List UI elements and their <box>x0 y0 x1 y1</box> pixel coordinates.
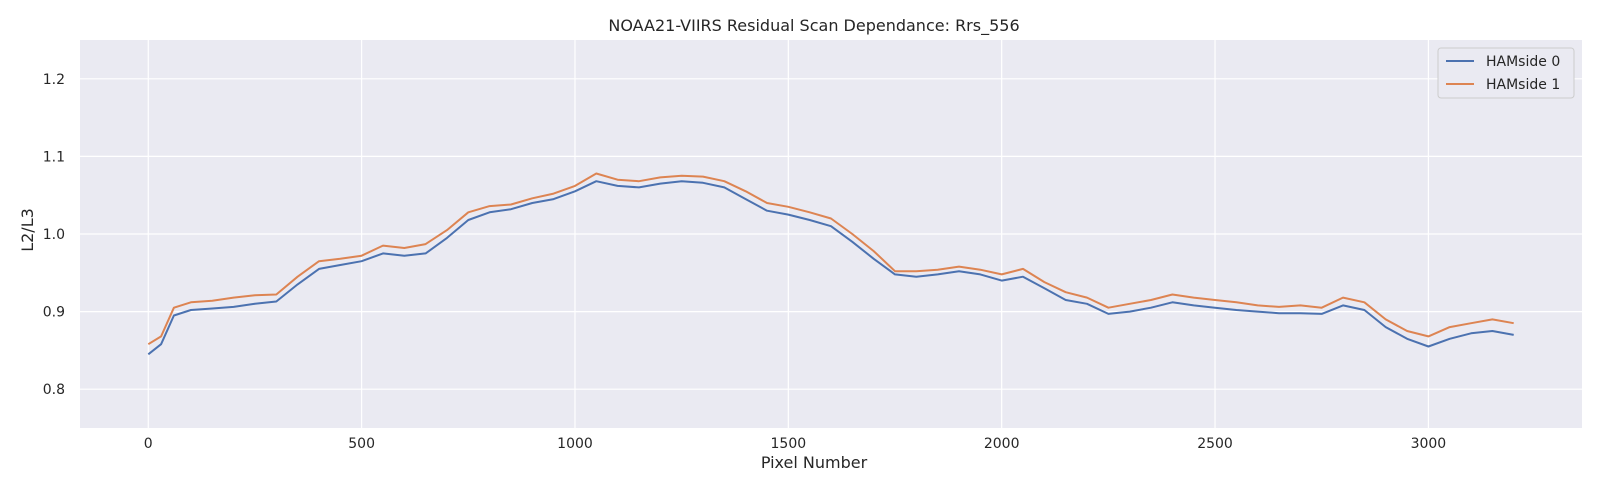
series-line-hamside-0 <box>147 180 1514 356</box>
y-tick-label: 1.0 <box>43 227 65 243</box>
x-tick-label: 0 <box>144 436 153 452</box>
x-axis-label: Pixel Number <box>761 453 868 472</box>
x-tick-label: 500 <box>348 436 375 452</box>
x-tick-label: 3000 <box>1411 436 1447 452</box>
series-layer <box>147 172 1514 356</box>
y-tick-label: 0.9 <box>43 305 65 321</box>
x-tick-label: 1000 <box>557 436 593 452</box>
y-tick-label: 1.1 <box>43 149 65 165</box>
x-tick-label: 1500 <box>771 436 807 452</box>
chart-title: NOAA21-VIIRS Residual Scan Dependance: R… <box>608 16 1019 36</box>
y-tick-label: 1.2 <box>43 72 65 88</box>
tick-labels: 0 500 1000 1500 2000 2500 3000 0.8 0.9 1.0 1.1 1.2 <box>43 72 1446 452</box>
y-axis-label: L2/L3 <box>18 208 37 252</box>
y-tick-label: 0.8 <box>43 382 65 398</box>
grid <box>80 40 1582 428</box>
legend-label-hamside-1: HAMside 1 <box>1486 77 1560 93</box>
series-line-hamside-1 <box>147 172 1514 346</box>
x-tick-label: 2500 <box>1197 436 1233 452</box>
legend: HAMside 0 HAMside 1 <box>1437 47 1575 99</box>
legend-label-hamside-0: HAMside 0 <box>1486 54 1560 70</box>
x-tick-label: 2000 <box>984 436 1020 452</box>
